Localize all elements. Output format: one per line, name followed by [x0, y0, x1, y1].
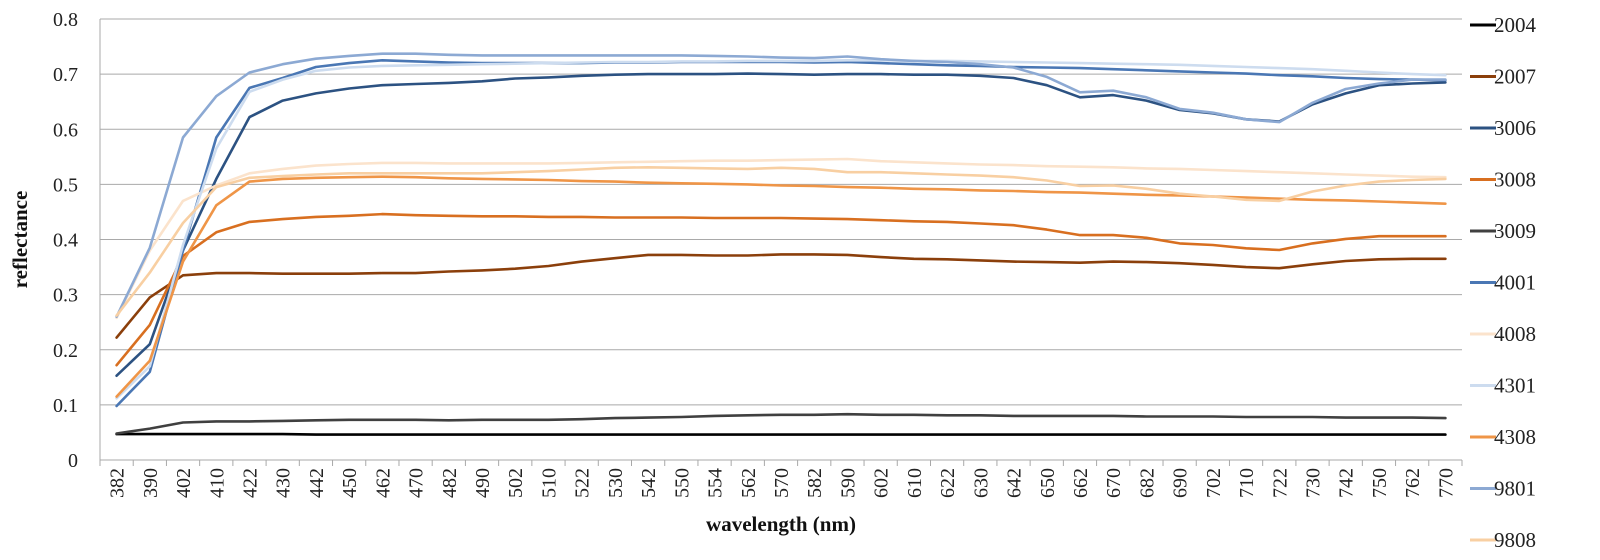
series-line-2004	[115, 432, 1447, 436]
x-tick-label: 630	[970, 468, 992, 498]
x-tick-label: 742	[1336, 468, 1358, 498]
x-tick-label: 554	[705, 468, 727, 498]
x-tick-label: 702	[1203, 468, 1225, 498]
series-line-4008	[115, 157, 1447, 320]
x-tick-label: 670	[1103, 468, 1125, 498]
x-tick-label: 482	[439, 468, 461, 498]
x-tick-label: 430	[273, 468, 295, 498]
series-group	[115, 52, 1447, 436]
x-tick-label: 710	[1236, 468, 1258, 498]
x-tick-label: 602	[871, 468, 893, 498]
y-tick-label: 0.1	[53, 395, 78, 417]
x-tick-label: 542	[638, 468, 660, 498]
x-tick-label: 410	[206, 468, 228, 498]
legend-label-9801: 9801	[1494, 477, 1536, 501]
x-tick-label: 462	[372, 468, 394, 498]
x-axis: 382 390 402 410 422 430 442 450 462 470 482 490 502 5…	[99, 460, 1463, 498]
x-tick-label: 650	[1037, 468, 1059, 498]
x-tick-label: 382	[107, 468, 129, 498]
x-tick-label: 422	[239, 468, 261, 498]
x-tick-label: 402	[173, 468, 195, 498]
x-tick-label: 682	[1136, 468, 1158, 498]
legend-label-4308: 4308	[1494, 425, 1536, 449]
x-tick-label: 690	[1170, 468, 1192, 498]
y-axis-title: reflectance	[8, 191, 32, 289]
x-tick-label: 390	[140, 468, 162, 498]
series-line-4301	[115, 58, 1447, 400]
legend-label-2004: 2004	[1494, 13, 1537, 37]
x-tick-label: 582	[804, 468, 826, 498]
x-tick-label: 502	[505, 468, 527, 498]
x-tick-label: 450	[339, 468, 361, 498]
y-tick-label: 0.5	[53, 174, 78, 196]
x-tick-label: 470	[406, 468, 428, 498]
y-tick-label: 0.8	[53, 9, 78, 31]
x-tick-label: 530	[605, 468, 627, 498]
series-line-3009	[115, 412, 1447, 435]
legend-label-4008: 4008	[1494, 322, 1536, 346]
legend-label-3009: 3009	[1494, 219, 1536, 243]
x-tick-label: 510	[538, 468, 560, 498]
series-line-2007	[115, 253, 1447, 339]
y-axis: 0 0.1 0.2 0.3 0.4 0.5 0.6 0.7 0.8	[53, 9, 78, 472]
x-tick-label: 490	[472, 468, 494, 498]
y-tick-label: 0	[68, 450, 78, 472]
x-tick-label: 610	[904, 468, 926, 498]
legend-label-2007: 2007	[1494, 65, 1536, 89]
x-tick-label: 750	[1369, 468, 1391, 498]
gridlines	[100, 18, 1462, 461]
series-line-3008	[115, 212, 1447, 367]
legend: 2004 2007 3006 3008 3009 4001 4008 4301 4308 9801…	[1470, 13, 1537, 552]
x-tick-label: 562	[738, 468, 760, 498]
x-tick-label: 762	[1402, 468, 1424, 498]
x-tick-label: 730	[1303, 468, 1325, 498]
x-tick-label: 550	[671, 468, 693, 498]
y-tick-label: 0.2	[53, 340, 78, 362]
x-tick-label: 590	[837, 468, 859, 498]
x-tick-label: 642	[1004, 468, 1026, 498]
series-line-9801	[115, 52, 1447, 319]
y-tick-label: 0.3	[53, 285, 78, 307]
legend-label-3008: 3008	[1494, 168, 1536, 192]
series-line-4001	[115, 58, 1447, 408]
legend-label-9808: 9808	[1494, 528, 1536, 552]
series-line-4308	[115, 175, 1447, 398]
x-tick-label: 722	[1269, 468, 1291, 498]
x-tick-label: 622	[937, 468, 959, 498]
x-tick-label: 570	[771, 468, 793, 498]
legend-label-4301: 4301	[1494, 374, 1536, 398]
y-tick-label: 0.6	[53, 119, 78, 141]
x-tick-label: 770	[1435, 468, 1457, 498]
x-axis-title: wavelength (nm)	[706, 512, 856, 536]
x-tick-label: 662	[1070, 468, 1092, 498]
legend-label-4001: 4001	[1494, 271, 1536, 295]
series-line-9808	[115, 166, 1447, 317]
legend-label-3006: 3006	[1494, 116, 1536, 140]
x-tick-label: 442	[306, 468, 328, 498]
y-tick-label: 0.7	[53, 64, 78, 86]
y-tick-label: 0.4	[53, 230, 78, 252]
x-tick-label: 522	[572, 468, 594, 498]
